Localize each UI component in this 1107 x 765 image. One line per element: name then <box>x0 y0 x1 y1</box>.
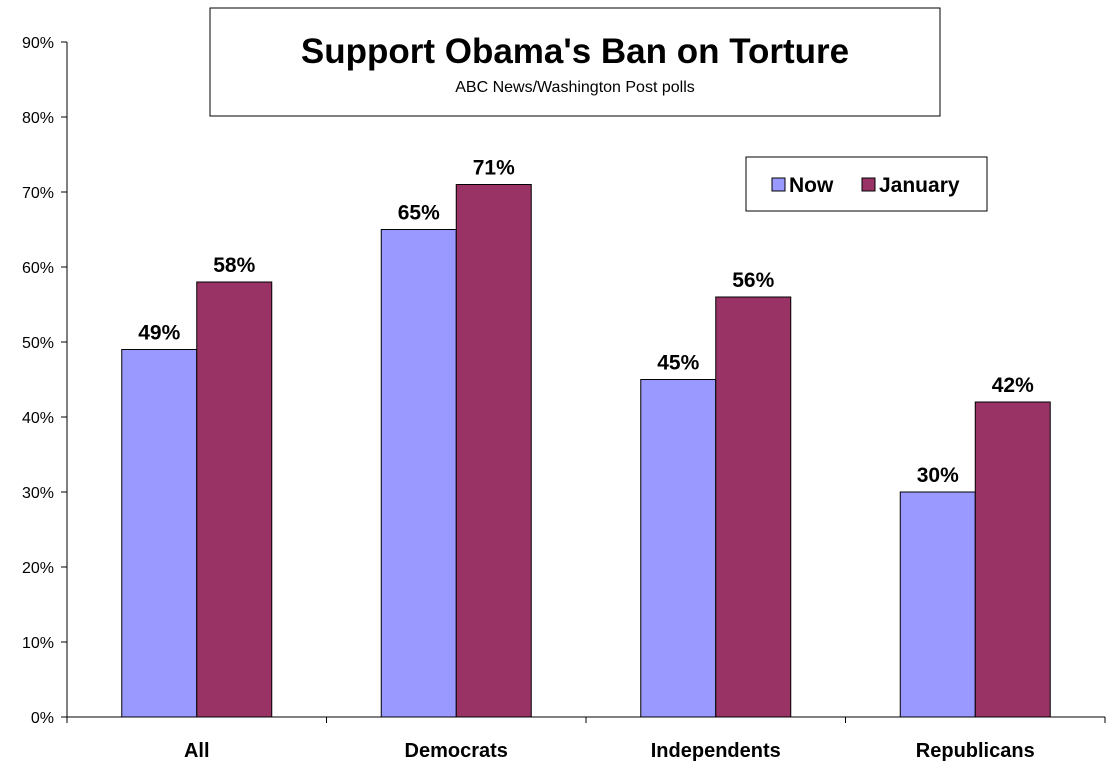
bar-now-independents <box>640 379 717 718</box>
bar-january-independents <box>715 296 792 718</box>
legend-label-january: January <box>879 174 960 197</box>
chart-title: Support Obama's Ban on Torture <box>301 32 849 71</box>
bar-now-all <box>121 349 198 718</box>
x-category-label: All <box>184 740 210 762</box>
data-label: 56% <box>732 269 774 292</box>
x-category-label: Democrats <box>405 740 508 762</box>
data-label: 42% <box>992 374 1034 397</box>
data-label: 71% <box>473 157 515 180</box>
data-label: 65% <box>398 202 440 225</box>
y-tick-label: 0% <box>31 710 54 727</box>
bar-january-democrats <box>455 184 532 718</box>
bar-january-republicans <box>974 401 1051 718</box>
y-tick-label: 80% <box>22 110 54 127</box>
y-tick-label: 60% <box>22 260 54 277</box>
legend: Now January <box>745 156 988 212</box>
legend-swatch-now <box>771 177 786 192</box>
data-label: 49% <box>138 322 180 345</box>
y-tick-label: 50% <box>22 335 54 352</box>
y-tick-label: 90% <box>22 35 54 52</box>
y-tick-label: 10% <box>22 635 54 652</box>
bar-now-democrats <box>380 229 457 718</box>
chart-subtitle: ABC News/Washington Post polls <box>455 79 695 96</box>
title-frame <box>209 7 941 117</box>
y-tick-label: 30% <box>22 485 54 502</box>
x-category-label: Republicans <box>916 740 1035 762</box>
data-label: 58% <box>213 254 255 277</box>
legend-label-now: Now <box>789 174 834 197</box>
bar-january-all <box>196 281 273 718</box>
x-category-label: Independents <box>651 740 781 762</box>
data-label: 30% <box>917 464 959 487</box>
legend-swatch-january <box>861 177 876 192</box>
y-tick-label: 70% <box>22 185 54 202</box>
y-tick-label: 40% <box>22 410 54 427</box>
title-box: Support Obama's Ban on Torture ABC News/… <box>209 7 941 117</box>
data-label: 45% <box>657 352 699 375</box>
plot-area: 0% 10% 20% 30% 40% 50% 60% 70% 80% 90% 49% 58% All 65… <box>22 35 1106 762</box>
bar-now-republicans <box>899 491 976 718</box>
y-tick-label: 20% <box>22 560 54 577</box>
